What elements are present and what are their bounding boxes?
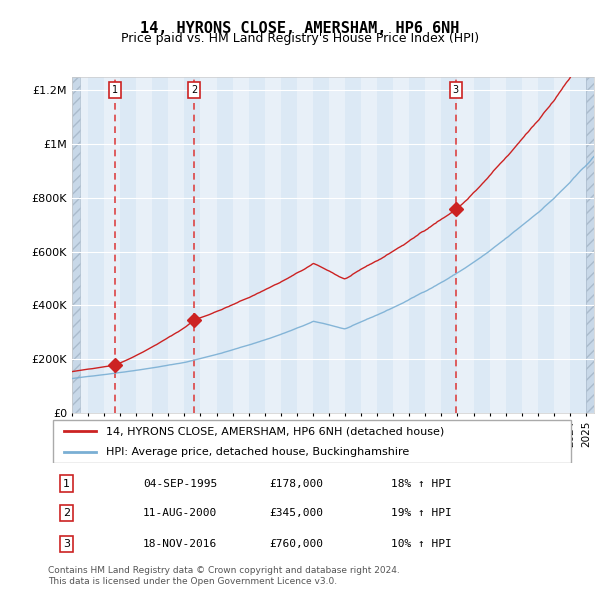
Bar [345,77,361,413]
Bar [538,77,554,413]
Text: 10% ↑ HPI: 10% ↑ HPI [391,539,452,549]
Bar [570,77,586,413]
Bar [184,77,200,413]
Text: 14, HYRONS CLOSE, AMERSHAM, HP6 6NH (detached house): 14, HYRONS CLOSE, AMERSHAM, HP6 6NH (det… [106,427,445,436]
Bar [490,77,506,413]
Text: Contains HM Land Registry data © Crown copyright and database right 2024.
This d: Contains HM Land Registry data © Crown c… [48,566,400,586]
Text: 04-SEP-1995: 04-SEP-1995 [143,479,217,489]
Bar [554,77,570,413]
Bar [409,77,425,413]
Bar [104,77,120,413]
Text: 1: 1 [112,85,118,95]
Text: 1: 1 [63,479,70,489]
Bar [200,77,217,413]
Bar [329,77,345,413]
Bar [361,77,377,413]
Text: 2: 2 [191,85,197,95]
Text: 3: 3 [63,539,70,549]
Bar [72,77,88,413]
Bar [506,77,522,413]
Text: HPI: Average price, detached house, Buckinghamshire: HPI: Average price, detached house, Buck… [106,447,409,457]
Bar [120,77,136,413]
Bar [393,77,409,413]
Bar [136,77,152,413]
Bar [425,77,442,413]
Text: £345,000: £345,000 [270,508,324,518]
Bar [88,77,104,413]
Bar [586,77,600,413]
Bar [586,77,594,413]
Bar [152,77,169,413]
Text: 18-NOV-2016: 18-NOV-2016 [143,539,217,549]
Bar [248,77,265,413]
Bar [72,77,80,413]
Text: 11-AUG-2000: 11-AUG-2000 [143,508,217,518]
Bar [297,77,313,413]
Bar [265,77,281,413]
Bar [217,77,233,413]
Bar [586,77,594,413]
Text: £178,000: £178,000 [270,479,324,489]
Bar [457,77,473,413]
Bar [281,77,297,413]
Text: 3: 3 [452,85,458,95]
Text: Price paid vs. HM Land Registry's House Price Index (HPI): Price paid vs. HM Land Registry's House … [121,32,479,45]
Bar [522,77,538,413]
Text: £760,000: £760,000 [270,539,324,549]
Text: 18% ↑ HPI: 18% ↑ HPI [391,479,452,489]
Bar [169,77,184,413]
Bar [72,77,80,413]
Bar [377,77,393,413]
Text: 2: 2 [63,508,70,518]
Text: 19% ↑ HPI: 19% ↑ HPI [391,508,452,518]
Bar [233,77,248,413]
Bar [313,77,329,413]
Bar [473,77,490,413]
FancyBboxPatch shape [53,420,571,463]
Bar [442,77,457,413]
Text: 14, HYRONS CLOSE, AMERSHAM, HP6 6NH: 14, HYRONS CLOSE, AMERSHAM, HP6 6NH [140,21,460,35]
